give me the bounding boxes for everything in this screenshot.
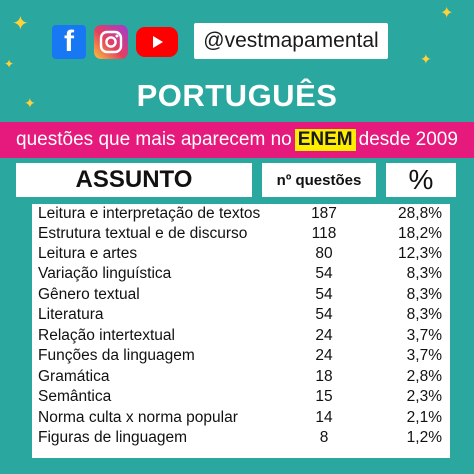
row-questions: 15 <box>315 388 333 405</box>
row-subject: Gramática <box>38 368 110 385</box>
row-percent: 1,2% <box>406 429 442 446</box>
table-row: Gramática 18 2,8% <box>32 368 450 388</box>
row-percent: 2,3% <box>406 388 442 405</box>
row-questions: 54 <box>315 265 333 282</box>
row-subject: Norma culta x norma popular <box>38 409 238 426</box>
row-subject: Semântica <box>38 388 112 405</box>
table-row: Literatura 54 8,3% <box>32 306 450 326</box>
row-percent: 2,1% <box>406 409 442 426</box>
sparkle-icon: ✦ <box>24 95 36 111</box>
row-subject: Relação intertextual <box>38 327 175 344</box>
row-subject: Leitura e interpretação de textos <box>38 205 261 222</box>
sparkle-icon: ✦ <box>440 5 454 22</box>
table-row: Leitura e artes 80 12,3% <box>32 245 450 265</box>
row-questions: 80 <box>315 245 333 262</box>
row-questions: 14 <box>315 409 333 426</box>
row-questions: 24 <box>315 347 333 364</box>
row-questions: 118 <box>311 225 337 242</box>
row-subject: Estrutura textual e de discurso <box>38 225 248 242</box>
header-questions: nº questões <box>262 163 376 197</box>
row-subject: Funções da linguagem <box>38 347 195 364</box>
row-subject: Literatura <box>38 306 104 323</box>
instagram-icon[interactable] <box>94 25 128 59</box>
social-icons: f <box>52 22 178 62</box>
row-percent: 3,7% <box>406 327 442 344</box>
row-questions: 8 <box>319 429 329 446</box>
data-table: Leitura e interpretação de textos 187 28… <box>32 204 450 458</box>
row-percent: 18,2% <box>398 225 442 242</box>
header-subject: ASSUNTO <box>16 163 252 197</box>
sparkle-icon: ✦ <box>12 13 29 35</box>
sparkle-icon: ✦ <box>420 51 432 67</box>
subtitle-text: questões que mais aparecem no <box>16 129 292 150</box>
row-percent: 12,3% <box>398 245 442 262</box>
subtitle-band: questões que mais aparecem no ENEM desde… <box>0 122 474 158</box>
table-row: Semântica 15 2,3% <box>32 388 450 408</box>
page-title: PORTUGUÊS <box>136 78 338 113</box>
table-row: Funções da linguagem 24 3,7% <box>32 347 450 367</box>
table-row: Variação linguística 54 8,3% <box>32 265 450 285</box>
header-percent: % <box>386 163 456 197</box>
table-row: Relação intertextual 24 3,7% <box>32 327 450 347</box>
row-questions: 187 <box>311 205 337 222</box>
row-questions: 24 <box>315 327 333 344</box>
table-row: Gênero textual 54 8,3% <box>32 286 450 306</box>
row-percent: 8,3% <box>406 306 442 323</box>
table-row: Figuras de linguagem 8 1,2% <box>32 429 450 449</box>
table-row: Leitura e interpretação de textos 187 28… <box>32 205 450 225</box>
row-percent: 28,8% <box>398 205 442 222</box>
row-subject: Variação linguística <box>38 265 172 282</box>
row-percent: 8,3% <box>406 265 442 282</box>
row-percent: 2,8% <box>406 368 442 385</box>
row-questions: 54 <box>315 306 333 323</box>
row-questions: 18 <box>315 368 333 385</box>
facebook-icon[interactable]: f <box>52 25 86 59</box>
sparkle-icon: ✦ <box>4 57 15 71</box>
row-questions: 54 <box>315 286 333 303</box>
social-handle: @vestmapamental <box>194 23 388 59</box>
youtube-icon[interactable] <box>136 27 178 57</box>
row-subject: Gênero textual <box>38 286 140 303</box>
subtitle-text-end: desde 2009 <box>358 129 458 150</box>
table-row: Norma culta x norma popular 14 2,1% <box>32 409 450 429</box>
table-row: Estrutura textual e de discurso 118 18,2… <box>32 225 450 245</box>
row-subject: Figuras de linguagem <box>38 429 188 446</box>
row-percent: 8,3% <box>406 286 442 303</box>
enem-highlight: ENEM <box>294 129 356 151</box>
row-subject: Leitura e artes <box>38 245 138 262</box>
row-percent: 3,7% <box>406 347 442 364</box>
